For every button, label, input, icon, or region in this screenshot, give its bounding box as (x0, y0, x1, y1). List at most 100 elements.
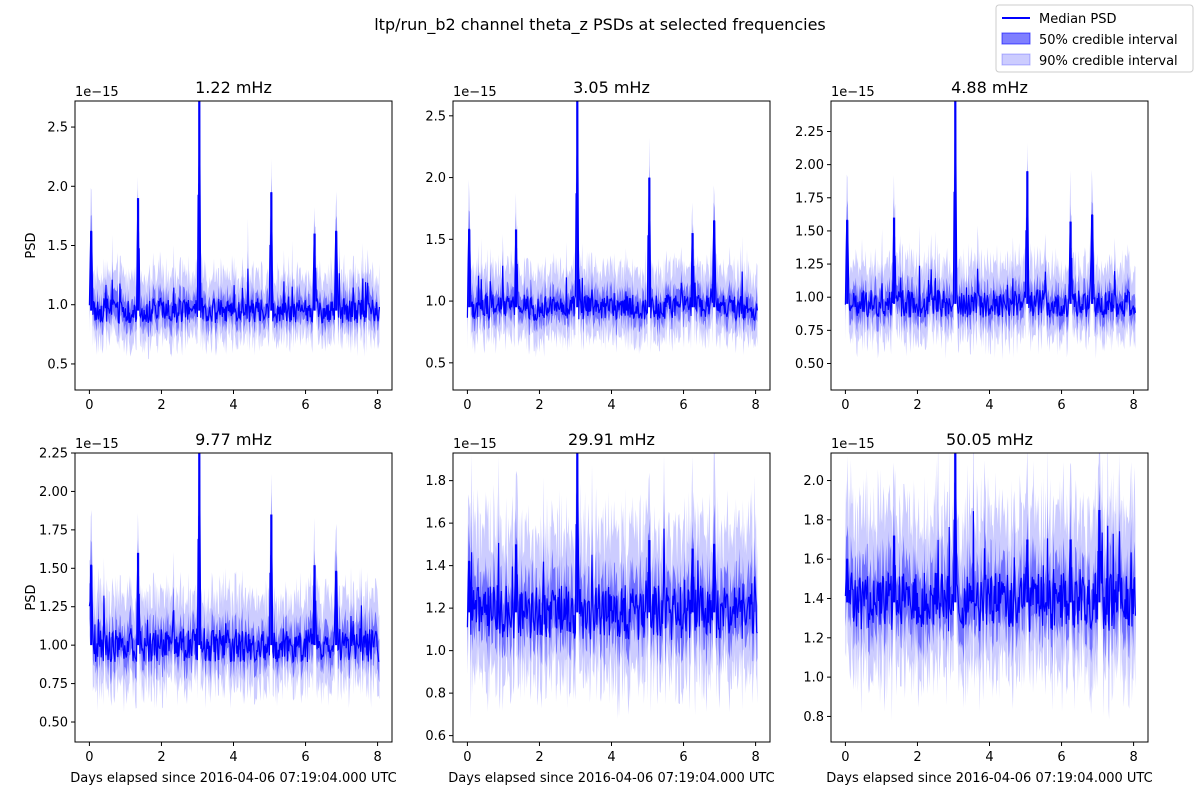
x-tick-label: 4 (229, 750, 237, 765)
subplot-3: 0 2 4 6 8 0.50 0.75 1.00 1.25 1.50 1.75 2.00 2.25 1e−… (795, 78, 1149, 413)
legend-50ci-swatch (1001, 32, 1031, 45)
x-tick-label: 2 (157, 398, 165, 413)
x-tick-label: 6 (301, 398, 309, 413)
x-tick-label: 2 (535, 398, 543, 413)
ci90-band (467, 101, 758, 358)
x-tick-label: 0 (463, 750, 471, 765)
x-tick-label: 6 (679, 398, 687, 413)
x-axis-label: Days elapsed since 2016-04-06 07:19:04.0… (70, 771, 396, 786)
plot-area (88, 101, 380, 360)
legend-50ci-label: 50% credible interval (1039, 33, 1178, 48)
ci90-band (467, 453, 758, 720)
plot-area (844, 453, 1136, 721)
x-tick-label: 2 (535, 750, 543, 765)
legend-median-label: Median PSD (1039, 12, 1117, 27)
subplot-title: 50.05 mHz (946, 430, 1033, 449)
y-tick-label: 1.6 (425, 517, 446, 532)
y-tick-label: 2.5 (47, 121, 68, 136)
plot-area (466, 101, 758, 358)
plot-area (88, 453, 380, 713)
y-tick-label: 1.0 (425, 295, 446, 310)
subplot-title: 3.05 mHz (573, 78, 650, 97)
x-tick-label: 4 (229, 398, 237, 413)
x-tick-label: 0 (463, 398, 471, 413)
x-axis-label: Days elapsed since 2016-04-06 07:19:04.0… (448, 771, 774, 786)
y-tick-label: 1.00 (39, 639, 68, 654)
y-tick-label: 0.5 (47, 357, 68, 372)
legend: Median PSD 50% credible interval 90% cre… (995, 4, 1194, 73)
legend-frame (995, 4, 1194, 73)
y-tick-label: 1.6 (803, 553, 824, 568)
x-tick-label: 0 (841, 750, 849, 765)
legend-90ci-label: 90% credible interval (1039, 54, 1178, 69)
y-tick-label: 0.5 (425, 356, 446, 371)
y-axis-label: PSD (24, 232, 39, 258)
y-tick-label: 0.6 (425, 729, 446, 744)
y-tick-label: 1.8 (425, 474, 446, 489)
subplot-title: 9.77 mHz (195, 430, 272, 449)
y-offset-text: 1e−15 (75, 437, 119, 452)
subplot-1: 0 2 4 6 8 0.5 1.0 1.5 2.0 2.5 1e−15 1.22 mHz PSD (24, 78, 393, 413)
y-tick-label: 2.5 (425, 109, 446, 124)
y-offset-text: 1e−15 (831, 437, 875, 452)
x-tick-label: 6 (679, 750, 687, 765)
y-tick-label: 2.0 (47, 180, 68, 195)
subplot-grid: 0 2 4 6 8 0.5 1.0 1.5 2.0 2.5 1e−15 1.22 mHz PSD 0 2 4 6… (24, 78, 1153, 786)
x-axis-label: Days elapsed since 2016-04-06 07:19:04.0… (826, 771, 1152, 786)
x-tick-label: 4 (607, 750, 615, 765)
x-tick-label: 8 (1129, 750, 1137, 765)
y-offset-text: 1e−15 (831, 85, 875, 100)
plot-area (466, 453, 758, 720)
y-offset-text: 1e−15 (453, 437, 497, 452)
y-offset-text: 1e−15 (75, 85, 119, 100)
subplot-title: 4.88 mHz (951, 78, 1028, 97)
x-tick-label: 6 (1057, 750, 1065, 765)
y-tick-label: 0.50 (39, 716, 68, 731)
subplot-title: 1.22 mHz (195, 78, 272, 97)
x-tick-label: 0 (85, 398, 93, 413)
subplot-5: 0 2 4 6 8 0.6 0.8 1.0 1.2 1.4 1.6 1.8 1e−15 29.91 mHz… (425, 430, 774, 786)
x-tick-label: 2 (157, 750, 165, 765)
y-tick-label: 1.4 (425, 559, 446, 574)
y-tick-label: 1.25 (795, 258, 824, 273)
subplot-6: 0 2 4 6 8 0.8 1.0 1.2 1.4 1.6 1.8 2.0 1e−15 50.05 mHz… (803, 430, 1152, 786)
y-tick-label: 2.0 (803, 474, 824, 489)
y-tick-label: 0.75 (795, 324, 824, 339)
y-tick-label: 1.8 (803, 513, 824, 528)
figure-suptitle: ltp/run_b2 channel theta_z PSDs at selec… (374, 15, 826, 35)
y-axis-label: PSD (24, 584, 39, 610)
subplot-title: 29.91 mHz (568, 430, 655, 449)
y-tick-label: 0.8 (425, 687, 446, 702)
x-tick-label: 8 (751, 750, 759, 765)
y-tick-label: 1.50 (39, 562, 68, 577)
y-tick-label: 1.5 (425, 233, 446, 248)
y-tick-label: 2.25 (39, 447, 68, 462)
x-tick-label: 8 (373, 750, 381, 765)
plot-area (844, 101, 1136, 360)
y-tick-label: 2.25 (795, 125, 824, 140)
y-tick-label: 1.5 (47, 239, 68, 254)
subplot-2: 0 2 4 6 8 0.5 1.0 1.5 2.0 2.5 1e−15 3.05 mHz (425, 78, 771, 413)
y-tick-label: 1.75 (39, 523, 68, 538)
ci50-band (467, 101, 758, 337)
y-tick-label: 0.50 (795, 357, 824, 372)
x-tick-label: 6 (301, 750, 309, 765)
x-tick-label: 8 (1129, 398, 1137, 413)
y-tick-label: 1.25 (39, 600, 68, 615)
x-tick-label: 8 (373, 398, 381, 413)
x-tick-label: 4 (985, 750, 993, 765)
ci90-band (89, 101, 380, 360)
subplot-4: 0 2 4 6 8 0.50 0.75 1.00 1.25 1.50 1.75 2.00 2.25 1e−… (24, 430, 397, 786)
y-tick-label: 1.50 (795, 224, 824, 239)
y-tick-label: 1.0 (803, 671, 824, 686)
x-tick-label: 0 (85, 750, 93, 765)
x-tick-label: 8 (751, 398, 759, 413)
x-tick-label: 0 (841, 398, 849, 413)
ci90-band (845, 101, 1136, 360)
y-tick-label: 1.75 (795, 191, 824, 206)
y-tick-label: 1.2 (803, 631, 824, 646)
ci50-band (89, 453, 380, 685)
y-tick-label: 2.00 (39, 485, 68, 500)
